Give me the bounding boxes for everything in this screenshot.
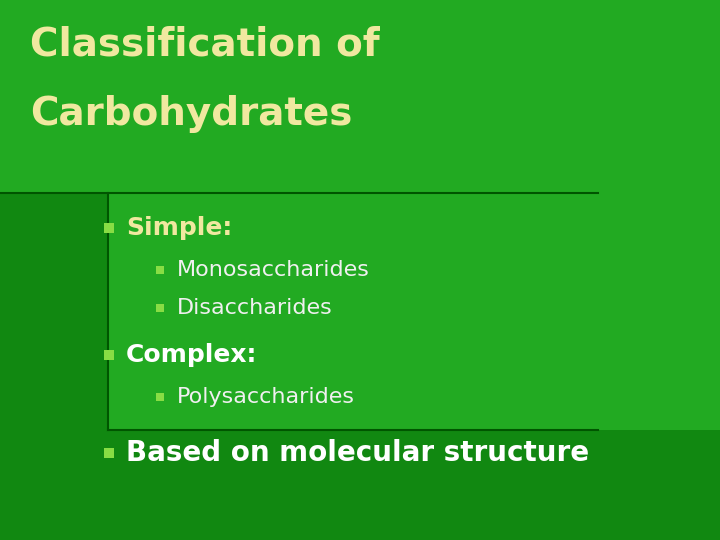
Text: Based on molecular structure: Based on molecular structure (126, 439, 589, 467)
Bar (104, 223, 114, 233)
Bar (156, 393, 164, 401)
Text: Simple:: Simple: (126, 216, 233, 240)
Text: Classification of: Classification of (30, 25, 379, 63)
Bar (0, 430, 720, 540)
Bar (156, 266, 164, 274)
Bar (156, 304, 164, 312)
Text: Carbohydrates: Carbohydrates (30, 95, 352, 133)
Text: Polysaccharides: Polysaccharides (176, 387, 354, 407)
Text: Monosaccharides: Monosaccharides (176, 260, 369, 280)
Bar (104, 448, 114, 458)
Bar (0, 193, 108, 540)
Text: Complex:: Complex: (126, 343, 257, 367)
Bar (104, 350, 114, 360)
Text: Disaccharides: Disaccharides (176, 298, 332, 318)
